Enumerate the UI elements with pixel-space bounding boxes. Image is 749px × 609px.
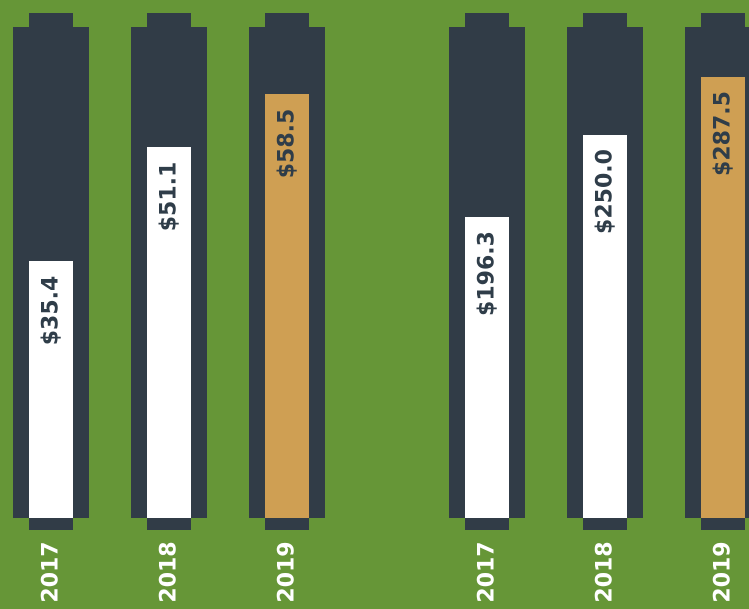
year-label: 2019 [710, 541, 736, 603]
battery-foot [29, 518, 73, 530]
bar-group: $51.1 2018 [131, 0, 207, 609]
value-label: $51.1 [156, 161, 182, 231]
bar [147, 147, 191, 518]
bar [583, 135, 627, 518]
year-label: 2018 [592, 541, 618, 603]
value-label: $287.5 [710, 91, 736, 176]
year-label: 2017 [38, 541, 64, 603]
year-label: 2018 [156, 541, 182, 603]
battery-cap [147, 13, 191, 27]
battery-cap [265, 13, 309, 27]
battery-cap [29, 13, 73, 27]
bar-group: $58.5 2019 [249, 0, 325, 609]
year-label: 2019 [274, 541, 300, 603]
bar [29, 261, 73, 518]
battery-cap [465, 13, 509, 27]
value-label: $58.5 [274, 108, 300, 178]
battery-cap [701, 13, 745, 27]
bar-group: $250.0 2018 [567, 0, 643, 609]
value-label: $196.3 [474, 231, 500, 316]
bar [465, 217, 509, 518]
battery-foot [465, 518, 509, 530]
battery-foot [701, 518, 745, 530]
value-label: $35.4 [38, 275, 64, 345]
battery-foot [265, 518, 309, 530]
bar-group: $287.5 2019 [685, 0, 749, 609]
bar-group: $35.4 2017 [13, 0, 89, 609]
battery-foot [147, 518, 191, 530]
battery-foot [583, 518, 627, 530]
value-label: $250.0 [592, 149, 618, 234]
year-label: 2017 [474, 541, 500, 603]
bar [701, 77, 745, 518]
bar [265, 94, 309, 518]
bar-group: $196.3 2017 [449, 0, 525, 609]
battery-cap [583, 13, 627, 27]
